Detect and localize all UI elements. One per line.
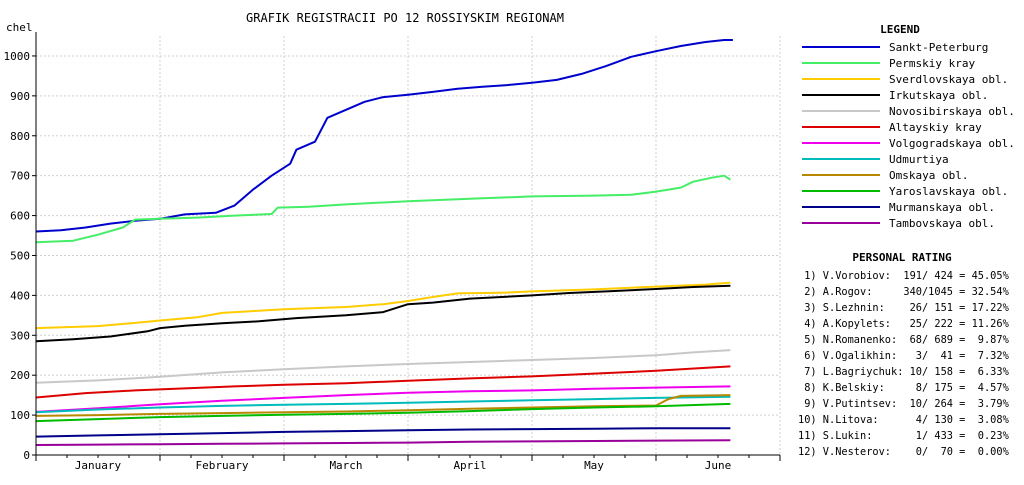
y-tick-label: 1000 <box>4 50 31 63</box>
legend-entry: Altayskiy kray <box>889 121 982 134</box>
legend-entry: Permskiy kray <box>889 57 975 70</box>
x-tick-label: March <box>329 459 362 472</box>
y-tick-label: 600 <box>10 210 30 223</box>
series-line-altayskiy-kray <box>35 365 731 399</box>
legend-entry: Murmanskaya obl. <box>889 201 995 214</box>
rating-row: 1) V.Vorobiov: 191/ 424 = 45.05% <box>798 270 1010 282</box>
series-line-permskiy-kray <box>35 174 731 244</box>
series-layer <box>35 39 733 446</box>
series-line-sankt-peterburg <box>35 39 733 233</box>
series-line-sverdlovskaya-obl <box>35 281 731 330</box>
series-line-tambovskaya-obl <box>35 439 731 446</box>
y-tick-label: 100 <box>10 409 30 422</box>
legend-entry: Omskaya obl. <box>889 169 968 182</box>
y-tick-label: 500 <box>10 249 30 262</box>
rating-row: 2) A.Rogov: 340/1045 = 32.54% <box>798 286 1010 298</box>
series-line-irkutskaya-obl <box>35 284 731 343</box>
y-tick-label: 800 <box>10 130 30 143</box>
rating-row: 12) V.Nesterov: 0/ 70 = 0.00% <box>798 446 1010 458</box>
y-tick-label: 200 <box>10 369 30 382</box>
legend-entry: Volgogradskaya obl. <box>889 137 1015 150</box>
axis-layer: 0 100 200 300 400 500 600 700 800 900 1000 January F… <box>4 32 781 472</box>
series-line-murmanskaya-obl <box>35 427 731 438</box>
series-line-udmurtiya <box>35 395 731 414</box>
legend-entry: Yaroslavskaya obl. <box>889 185 1008 198</box>
legend-entry: Tambovskaya obl. <box>889 217 995 230</box>
legend-title: LEGEND <box>880 23 920 36</box>
rating-row: 3) S.Lezhnin: 26/ 151 = 17.22% <box>798 302 1010 314</box>
series-line-volgogradskaya-obl <box>35 385 731 413</box>
x-tick-label: April <box>453 459 486 472</box>
rating-row: 4) A.Kopylets: 25/ 222 = 11.26% <box>798 318 1010 330</box>
rating-title: PERSONAL RATING <box>852 251 952 264</box>
x-tick-label: June <box>705 459 732 472</box>
series-line-novosibirskaya-obl <box>35 349 731 384</box>
x-tick-label: May <box>584 459 604 472</box>
series-line-yaroslavskaya-obl <box>35 402 731 423</box>
legend: Sankt-Peterburg Permskiy kray Sverdlovskay… <box>802 41 1015 230</box>
x-tick-label: February <box>196 459 249 472</box>
personal-rating: 1) V.Vorobiov: 191/ 424 = 45.05% 2) A.Ro… <box>798 270 1010 458</box>
y-tick-label: 900 <box>10 90 30 103</box>
legend-entry: Irkutskaya obl. <box>889 89 988 102</box>
rating-row: 8) K.Belskiy: 8/ 175 = 4.57% <box>798 382 1010 394</box>
y-tick-label: 300 <box>10 329 30 342</box>
y-tick-label: 400 <box>10 289 30 302</box>
rating-row: 11) S.Lukin: 1/ 433 = 0.23% <box>798 430 1010 442</box>
series-line-omskaya-obl <box>35 394 731 417</box>
legend-entry: Udmurtiya <box>889 153 949 166</box>
rating-row: 9) V.Putintsev: 10/ 264 = 3.79% <box>798 398 1010 410</box>
x-tick-label: January <box>75 459 122 472</box>
rating-row: 7) L.Bagriychuk: 10/ 158 = 6.33% <box>798 366 1010 378</box>
rating-row: 10) N.Litova: 4/ 130 = 3.08% <box>798 414 1010 426</box>
y-tick-label: 700 <box>10 170 30 183</box>
legend-entry: Sverdlovskaya obl. <box>889 73 1008 86</box>
y-tick-label: 0 <box>23 449 30 462</box>
chart-title: GRAFIK REGISTRACII PO 12 ROSSIYSKIM REGI… <box>246 11 564 25</box>
rating-row: 5) N.Romanenko: 68/ 689 = 9.87% <box>798 334 1010 346</box>
legend-entry: Novosibirskaya obl. <box>889 105 1015 118</box>
legend-entry: Sankt-Peterburg <box>889 41 988 54</box>
rating-row: 6) V.Ogalikhin: 3/ 41 = 7.32% <box>798 350 1010 362</box>
y-axis-label: chel <box>6 21 33 34</box>
